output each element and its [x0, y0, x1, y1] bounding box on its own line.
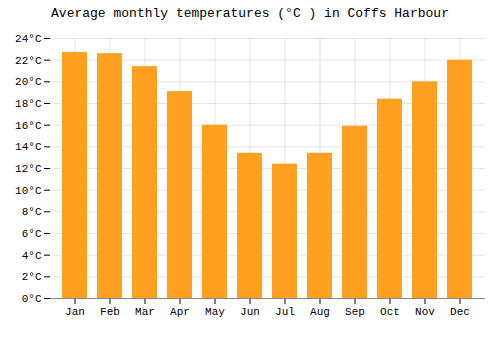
svg-text:10°C: 10°C [15, 185, 42, 197]
svg-text:20°C: 20°C [15, 76, 42, 88]
svg-text:8°C: 8°C [22, 206, 42, 218]
svg-text:Aug: Aug [310, 306, 330, 318]
html-text:Average monthly temperatures (: Average monthly temperatures (°C ) in Co… [51, 6, 449, 21]
svg-text:0°C: 0°C [22, 293, 42, 305]
svg-text:16°C: 16°C [15, 120, 42, 132]
svg-text:Oct: Oct [380, 306, 400, 318]
svg-text:Feb: Feb [100, 306, 120, 318]
svg-text:Apr: Apr [170, 306, 190, 318]
svg-text:24°C: 24°C [15, 33, 42, 45]
svg-text:Nov: Nov [415, 306, 435, 318]
svg-text:4°C: 4°C [22, 250, 42, 262]
svg-text:6°C: 6°C [22, 228, 42, 240]
svg-text:May: May [205, 306, 225, 318]
svg-text:2°C: 2°C [22, 271, 42, 283]
svg-text:Jul: Jul [275, 306, 295, 318]
svg-text:14°C: 14°C [15, 141, 42, 153]
svg-text:Sep: Sep [345, 306, 365, 318]
svg-text:22°C: 22°C [15, 55, 42, 67]
svg-text:12°C: 12°C [15, 163, 42, 175]
svg-text:Dec: Dec [450, 306, 470, 318]
svg-text:Jan: Jan [65, 306, 85, 318]
svg-text:Jun: Jun [240, 306, 260, 318]
svg-text:Mar: Mar [135, 306, 155, 318]
svg-text:18°C: 18°C [15, 98, 42, 110]
